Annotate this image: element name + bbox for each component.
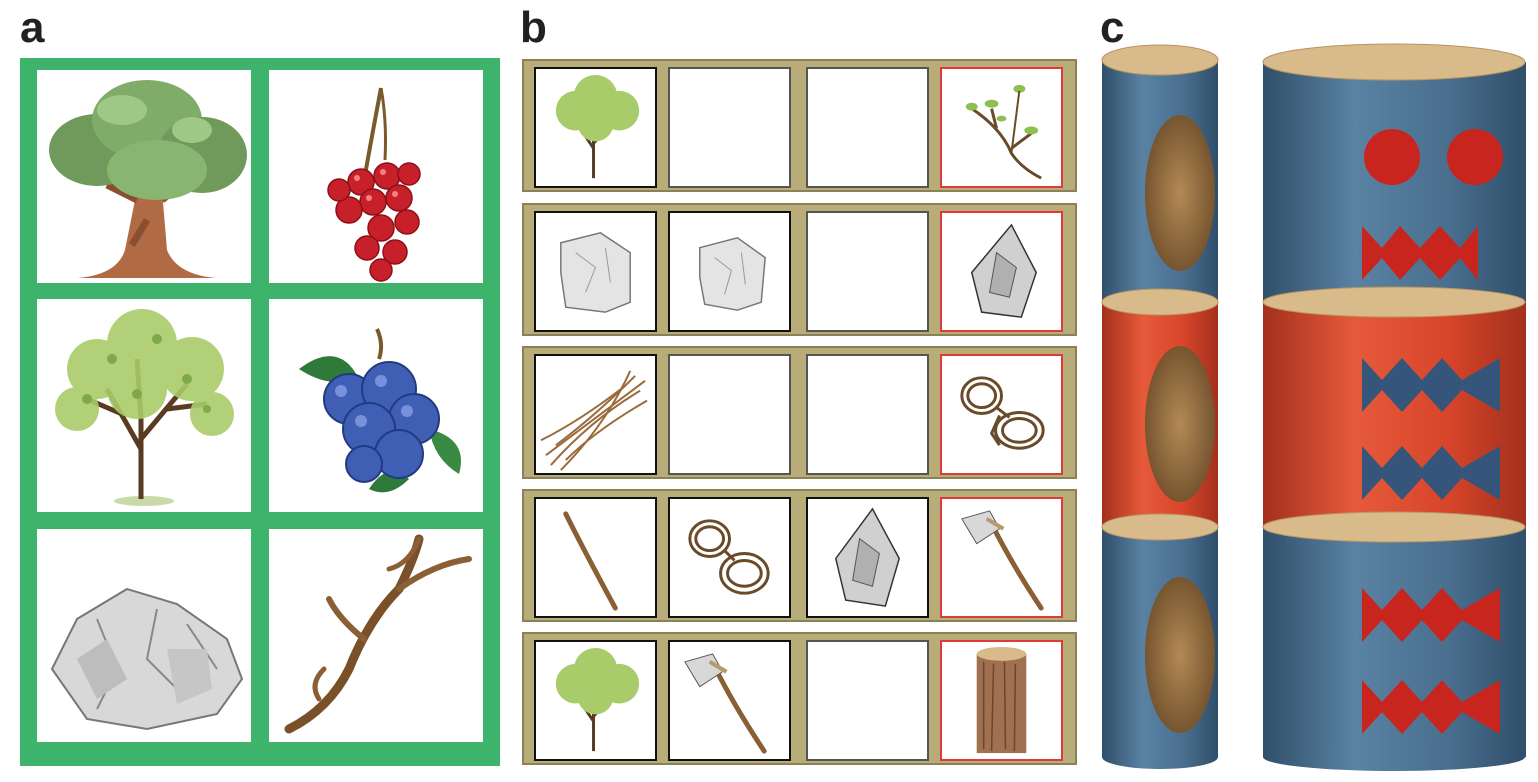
recipe-row-5 [522,632,1077,765]
empty-slot[interactable] [806,640,929,761]
axe-icon[interactable] [940,497,1063,618]
stone-icon[interactable] [668,211,791,332]
rope-icon[interactable] [668,497,791,618]
panel-label-c: c [1100,3,1125,52]
stick-icon[interactable] [534,497,657,618]
stone-icon[interactable] [534,211,657,332]
panel-label-a: a [20,3,45,52]
empty-slot[interactable] [668,354,791,475]
green-tree-icon[interactable] [37,299,251,512]
rope-icon[interactable] [940,354,1063,475]
red-currants-icon[interactable] [269,70,483,283]
axe-icon[interactable] [668,640,791,761]
sharp-stone-icon[interactable] [806,497,929,618]
wide-totem [1262,43,1526,771]
recipe-row-1 [522,59,1077,192]
recipe-row-2 [522,203,1077,336]
recipe-row-4 [522,489,1077,622]
oak-tree-icon[interactable] [37,70,251,283]
empty-slot[interactable] [806,67,929,188]
stone-icon[interactable] [37,529,251,742]
empty-slot[interactable] [806,211,929,332]
panel-label-b: b [520,3,547,52]
recipe-row-3 [522,346,1077,479]
fibres-icon[interactable] [534,354,657,475]
green-tree-icon[interactable] [534,67,657,188]
narrow-totem [1101,44,1219,769]
sharp-stone-icon[interactable] [940,211,1063,332]
antler-icon[interactable] [269,529,483,742]
green-tree-icon[interactable] [534,640,657,761]
empty-slot[interactable] [806,354,929,475]
twig-icon[interactable] [940,67,1063,188]
empty-slot[interactable] [668,67,791,188]
blueberries-icon[interactable] [269,299,483,512]
log-icon[interactable] [940,640,1063,761]
panel-a-grid [20,58,500,766]
